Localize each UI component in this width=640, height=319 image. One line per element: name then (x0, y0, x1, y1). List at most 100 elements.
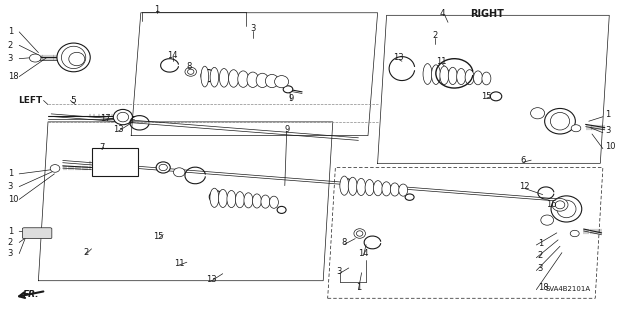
Text: 14: 14 (358, 249, 369, 258)
Ellipse shape (159, 164, 168, 171)
Ellipse shape (340, 179, 353, 190)
Text: 14: 14 (168, 51, 178, 60)
Ellipse shape (490, 92, 502, 101)
Text: 2: 2 (433, 31, 438, 40)
Ellipse shape (465, 70, 474, 85)
Ellipse shape (440, 66, 449, 85)
Ellipse shape (348, 177, 357, 195)
Ellipse shape (156, 162, 170, 173)
Ellipse shape (277, 206, 286, 213)
Text: 8: 8 (186, 63, 191, 71)
Ellipse shape (210, 188, 219, 207)
Text: FR.: FR. (22, 290, 39, 299)
Ellipse shape (236, 192, 244, 208)
Ellipse shape (269, 196, 278, 208)
Ellipse shape (572, 125, 581, 132)
Text: 1: 1 (8, 227, 13, 236)
Text: 2: 2 (84, 248, 89, 256)
Ellipse shape (423, 63, 432, 84)
Ellipse shape (374, 181, 383, 196)
Text: 15: 15 (154, 232, 164, 241)
Ellipse shape (173, 168, 185, 177)
Text: 1: 1 (8, 169, 13, 178)
Text: 18: 18 (538, 283, 548, 292)
Text: 1: 1 (605, 110, 610, 119)
Ellipse shape (201, 66, 209, 87)
Text: 1: 1 (356, 283, 361, 292)
Ellipse shape (209, 191, 223, 203)
Ellipse shape (552, 198, 568, 211)
Ellipse shape (275, 76, 289, 88)
Ellipse shape (261, 195, 270, 208)
Ellipse shape (551, 196, 582, 222)
Text: 9: 9 (284, 125, 289, 134)
Ellipse shape (457, 69, 466, 85)
Ellipse shape (238, 71, 248, 87)
Text: SVA4B2101A: SVA4B2101A (546, 286, 591, 292)
Text: 2: 2 (8, 238, 13, 247)
Text: 2: 2 (538, 251, 543, 260)
Ellipse shape (340, 176, 349, 195)
Ellipse shape (283, 86, 293, 93)
Ellipse shape (69, 52, 85, 66)
FancyBboxPatch shape (22, 228, 52, 239)
Text: 12: 12 (520, 182, 530, 191)
Text: 2: 2 (8, 41, 13, 50)
Ellipse shape (185, 67, 196, 76)
Ellipse shape (218, 189, 227, 207)
Ellipse shape (61, 46, 86, 69)
Ellipse shape (556, 201, 564, 209)
Ellipse shape (29, 54, 41, 62)
Text: 1: 1 (8, 27, 13, 36)
Ellipse shape (557, 200, 576, 218)
Ellipse shape (227, 190, 236, 208)
FancyBboxPatch shape (92, 148, 138, 176)
Text: 6: 6 (521, 156, 526, 165)
Ellipse shape (545, 108, 575, 134)
Text: 10: 10 (605, 142, 615, 151)
Text: 9: 9 (289, 94, 294, 103)
Ellipse shape (399, 184, 408, 196)
Text: 17: 17 (100, 114, 111, 122)
Ellipse shape (531, 108, 545, 119)
Text: 3: 3 (8, 249, 13, 258)
Ellipse shape (354, 229, 365, 238)
Text: 13: 13 (206, 275, 216, 284)
Text: 11: 11 (174, 259, 184, 268)
Ellipse shape (390, 183, 399, 196)
Text: 4: 4 (439, 9, 445, 18)
Text: 3: 3 (538, 264, 543, 273)
Ellipse shape (201, 70, 215, 82)
Ellipse shape (256, 73, 269, 87)
Ellipse shape (113, 109, 132, 125)
Ellipse shape (228, 70, 239, 87)
Ellipse shape (50, 165, 60, 172)
Ellipse shape (448, 67, 457, 85)
Text: 3: 3 (337, 267, 342, 276)
Ellipse shape (482, 72, 491, 85)
Text: 1: 1 (154, 5, 159, 14)
Text: 3: 3 (605, 126, 610, 135)
Ellipse shape (266, 74, 278, 88)
Text: 8: 8 (342, 238, 347, 247)
Ellipse shape (57, 43, 90, 72)
Text: 3: 3 (8, 54, 13, 63)
Ellipse shape (188, 69, 194, 74)
Text: 3: 3 (8, 182, 13, 191)
Text: 13: 13 (394, 53, 404, 62)
Text: 16: 16 (547, 200, 557, 209)
Text: 15: 15 (481, 92, 492, 101)
Ellipse shape (382, 182, 391, 196)
Text: RIGHT: RIGHT (470, 9, 504, 19)
Text: 10: 10 (8, 195, 18, 204)
Text: 7: 7 (100, 143, 105, 152)
Text: 3: 3 (250, 24, 255, 33)
Ellipse shape (220, 69, 228, 87)
Ellipse shape (210, 67, 219, 87)
Text: LEFT: LEFT (18, 96, 42, 105)
Ellipse shape (550, 113, 570, 130)
Text: 1: 1 (538, 239, 543, 248)
Text: 13: 13 (113, 125, 124, 134)
Text: 5: 5 (70, 96, 76, 105)
Ellipse shape (431, 65, 440, 85)
